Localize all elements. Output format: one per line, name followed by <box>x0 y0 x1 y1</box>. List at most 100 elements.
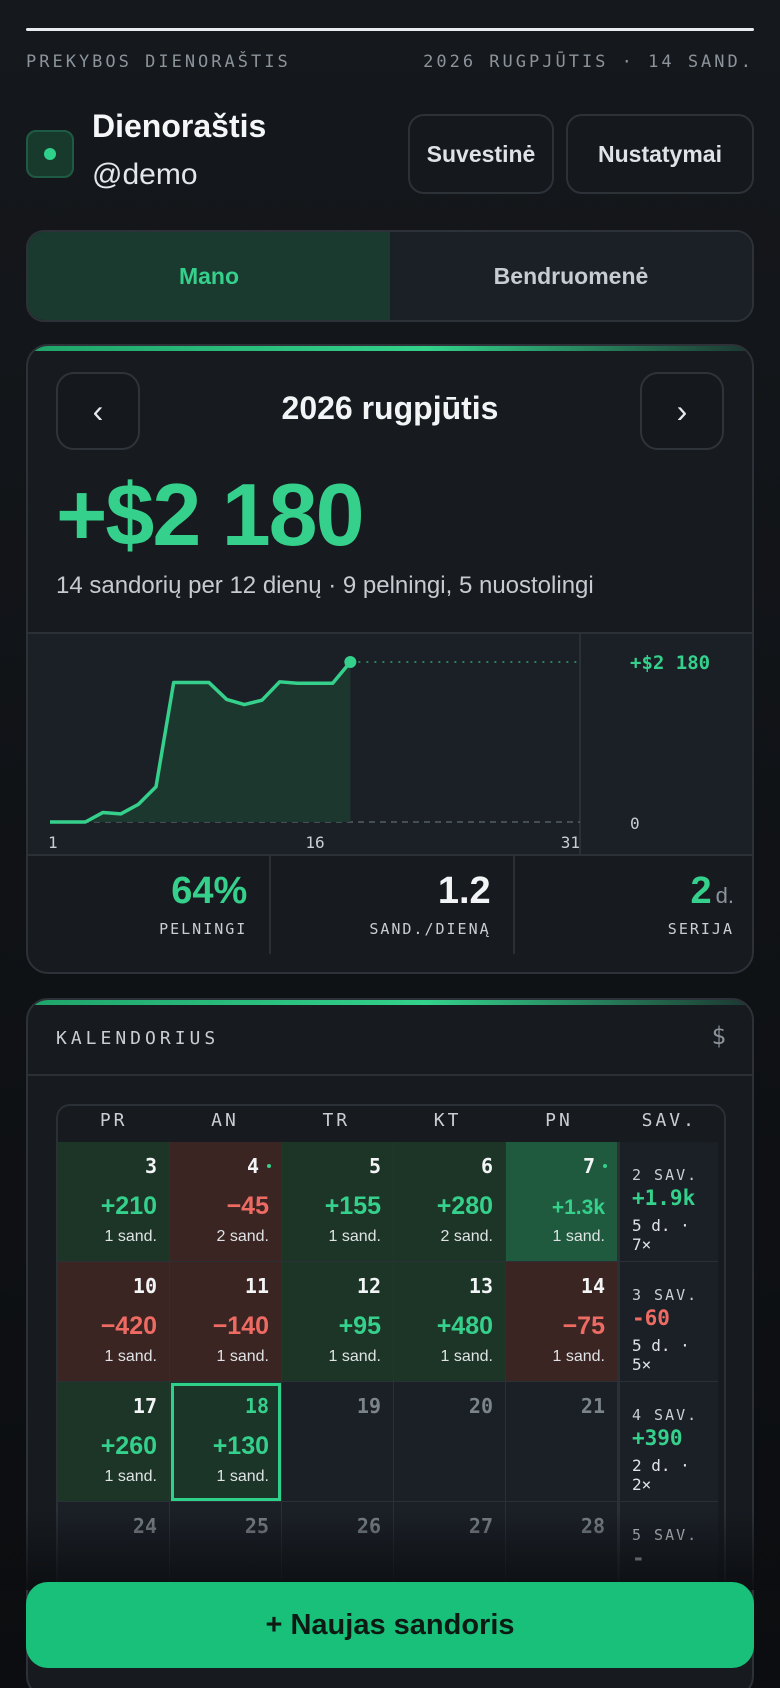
week-summary-pnl: +1.9k <box>632 1186 696 1210</box>
day-number: 26 <box>356 1514 381 1538</box>
day-pnl: +280 <box>436 1192 493 1220</box>
week-summary-stats: 5 d. · 5× <box>632 1336 690 1374</box>
summary-button[interactable]: Suvestinė <box>408 114 554 194</box>
day-number: 10 <box>132 1274 157 1298</box>
equity-chart: +$2 180 0 1 16 31 <box>28 632 752 856</box>
streak-value: 2 <box>690 870 712 912</box>
week-summary-stats: 2 d. · 2× <box>632 1456 690 1494</box>
next-month-button[interactable]: › <box>640 372 724 450</box>
last-value-label: +$2 180 <box>630 652 710 674</box>
weekday-label: PR <box>99 1110 128 1131</box>
day-pnl: +1.3k <box>551 1196 605 1219</box>
weekday-label: PN <box>545 1110 573 1131</box>
day-trade-count: 2 sand. <box>216 1228 269 1245</box>
stat-label: PELNINGI <box>159 920 248 938</box>
note-dot-icon <box>603 1164 607 1168</box>
app-subtitle: PREKYBOS DIENORAŠTIS <box>26 52 291 72</box>
stats-row: 64% PELNINGI 1.2 SAND./DIENĄ 2 d. SERIJA <box>28 854 752 954</box>
calendar-day-20[interactable]: 20 <box>394 1382 506 1502</box>
weekday-label: AN <box>211 1110 239 1131</box>
day-number: 21 <box>580 1394 605 1418</box>
overview-card: 2026 rugpjūtis ‹ › +$2 180 14 sandorių p… <box>26 344 754 974</box>
card-accent <box>28 346 752 351</box>
calendar-day-19[interactable]: 19 <box>282 1382 394 1502</box>
tab-community[interactable]: Bendruomenė <box>390 232 752 320</box>
view-tabs: Mano Bendruomenė <box>26 230 754 322</box>
day-pnl: +260 <box>100 1432 157 1460</box>
calendar-day-18[interactable]: 18 +130 1 sand. <box>170 1382 282 1502</box>
week-summary-stats: 5 d. · 7× <box>632 1216 690 1254</box>
day-pnl: −140 <box>212 1312 269 1340</box>
day-number: 20 <box>468 1394 493 1418</box>
day-trade-count: 1 sand. <box>216 1468 269 1485</box>
day-pnl: +210 <box>100 1192 157 1220</box>
stat-value: 1.2 <box>437 870 491 912</box>
week-summary-pnl: +390 <box>632 1426 683 1450</box>
day-number: 19 <box>356 1394 381 1418</box>
stat-value: 64% <box>171 870 248 912</box>
day-number: 5 <box>368 1154 381 1178</box>
calendar-header: KALENDORIUS $ <box>28 1000 752 1076</box>
day-trade-count: 1 sand. <box>440 1348 493 1365</box>
calendar-week-row: 3 +210 1 sand. 4 −45 2 sand. 5 +155 1 sand. 6 +280… <box>58 1142 724 1262</box>
calendar-day-4[interactable]: 4 −45 2 sand. <box>170 1142 282 1262</box>
equity-chart-svg: +$2 180 0 1 16 31 <box>48 634 710 856</box>
day-number: 12 <box>356 1274 381 1298</box>
new-trade-button[interactable]: + Naujas sandoris <box>26 1582 754 1668</box>
calendar-day-21[interactable]: 21 <box>506 1382 618 1502</box>
calendar-grid: PR AN TR KT PN SAV. 3 +210 1 sand. 4 −45 2 sa… <box>56 1104 726 1624</box>
calendar-day-6[interactable]: 6 +280 2 sand. <box>394 1142 506 1262</box>
day-number: 14 <box>580 1274 605 1298</box>
day-trade-count: 1 sand. <box>552 1228 605 1245</box>
stat-value: 2 d. <box>690 870 734 913</box>
calendar-day-17[interactable]: 17 +260 1 sand. <box>58 1382 170 1502</box>
period-info: 2026 RUGPJŪTIS · 14 SAND. <box>423 52 754 72</box>
week-summary: 3 SAV. -60 5 d. · 5× <box>618 1262 718 1382</box>
day-number: 25 <box>244 1514 269 1538</box>
total-pnl: +$2 180 <box>56 465 365 564</box>
equity-area <box>50 662 351 822</box>
stat-win-rate: 64% PELNINGI <box>28 856 272 954</box>
day-number: 27 <box>468 1514 493 1538</box>
calendar-title: KALENDORIUS <box>56 1028 220 1049</box>
trade-summary: 14 sandorių per 12 dienų · 9 pelningi, 5… <box>56 572 594 599</box>
stat-streak: 2 d. SERIJA <box>515 856 752 954</box>
top-divider <box>26 28 754 31</box>
weekday-label: TR <box>322 1110 351 1131</box>
day-trade-count: 1 sand. <box>216 1348 269 1365</box>
calendar-day-7[interactable]: 7 +1.3k 1 sand. <box>506 1142 618 1262</box>
settings-button[interactable]: Nustatymai <box>566 114 754 194</box>
day-number: 13 <box>468 1274 493 1298</box>
calendar-day-13[interactable]: 13 +480 1 sand. <box>394 1262 506 1382</box>
calendar-day-5[interactable]: 5 +155 1 sand. <box>282 1142 394 1262</box>
stat-trades-per-day: 1.2 SAND./DIENĄ <box>271 856 515 954</box>
calendar-day-12[interactable]: 12 +95 1 sand. <box>282 1262 394 1382</box>
week-summary-pnl: -60 <box>632 1306 670 1330</box>
calendar-week-row: 17 +260 1 sand. 18 +130 1 sand. 19 20 21 4 SAV. +3… <box>58 1382 724 1502</box>
x-tick-label: 1 <box>48 833 58 852</box>
currency-toggle[interactable]: $ <box>711 1022 726 1050</box>
tab-mine[interactable]: Mano <box>28 232 390 320</box>
day-pnl: +95 <box>338 1312 381 1340</box>
x-tick-label: 31 <box>561 833 580 852</box>
day-number: 4 <box>246 1154 259 1178</box>
day-trade-count: 1 sand. <box>104 1468 157 1485</box>
day-trade-count: 1 sand. <box>552 1348 605 1365</box>
calendar-day-10[interactable]: 10 −420 1 sand. <box>58 1262 170 1382</box>
stat-label: SERIJA <box>667 920 734 938</box>
day-pnl: −45 <box>226 1192 269 1220</box>
calendar-day-3[interactable]: 3 +210 1 sand. <box>58 1142 170 1262</box>
card-accent <box>28 1000 752 1005</box>
day-pnl: +155 <box>324 1192 381 1220</box>
weekday-label: KT <box>433 1110 462 1131</box>
day-trade-count: 1 sand. <box>104 1348 157 1365</box>
day-pnl: +130 <box>212 1432 269 1460</box>
calendar-day-14[interactable]: 14 −75 1 sand. <box>506 1262 618 1382</box>
prev-month-button[interactable]: ‹ <box>56 372 140 450</box>
day-pnl: −420 <box>100 1312 157 1340</box>
header: Dienoraštis @demo Suvestinė Nustatymai <box>26 108 754 198</box>
calendar-day-11[interactable]: 11 −140 1 sand. <box>170 1262 282 1382</box>
calendar-week-row: 10 −420 1 sand. 11 −140 1 sand. 12 +95 1 sand. 13… <box>58 1262 724 1382</box>
day-number: 18 <box>244 1394 269 1418</box>
status-dot-icon <box>26 130 74 178</box>
